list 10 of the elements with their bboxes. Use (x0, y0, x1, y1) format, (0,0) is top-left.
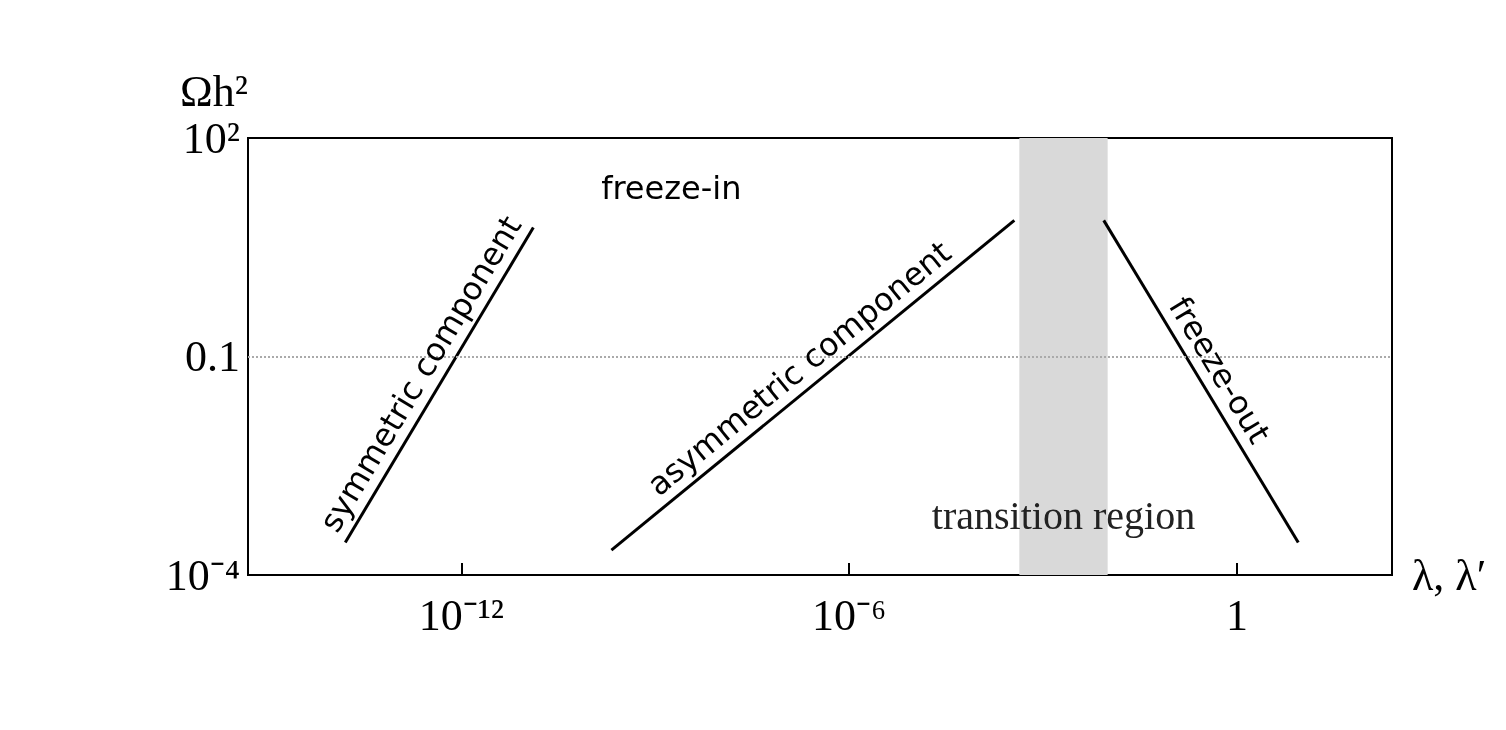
y-axis-title: Ωh² (180, 66, 248, 116)
x-tick-label: 10⁻¹² (418, 590, 505, 640)
y-tick-label: 10² (182, 113, 240, 163)
x-tick-label: 10⁻⁶ (811, 590, 887, 640)
y-tick-label: 10⁻⁴ (165, 550, 240, 600)
x-tick-label: 1 (1225, 590, 1248, 640)
annotation: freeze-in (601, 169, 742, 207)
y-tick-label: 0.1 (185, 332, 240, 381)
band-label: transition region (931, 492, 1196, 538)
x-axis-title: λ, λ′ (1412, 550, 1487, 600)
